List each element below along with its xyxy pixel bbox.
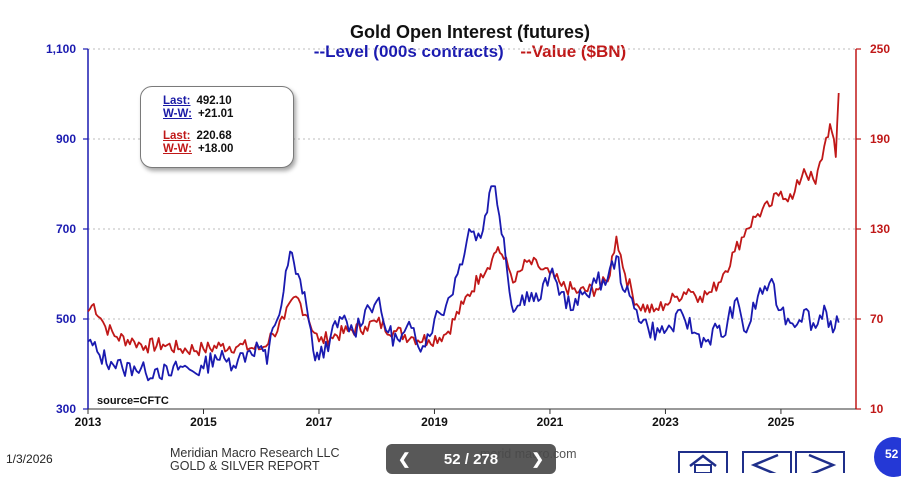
home-icon (689, 454, 717, 474)
prev-page-icon[interactable]: ❮ (398, 451, 411, 468)
subtitle-level: --Level (000s contracts) (314, 42, 504, 61)
right-arrow-icon (808, 453, 837, 477)
series-lines (87, 92, 840, 382)
left-tick-label: 500 (56, 312, 76, 326)
page-navigator: ❮ 52 / 278 ❯ (386, 444, 556, 474)
footer-company: Meridian Macro Research LLC GOLD & SILVE… (170, 447, 340, 473)
legend-value-last: Last: 220.68 (163, 130, 232, 142)
right-tick-label: 250 (870, 42, 890, 56)
right-tick-label: 70 (870, 312, 884, 326)
subtitle-value: --Value ($BN) (520, 42, 626, 61)
company-name: Meridian Macro Research LLC (170, 446, 340, 460)
x-tick-label: 2025 (768, 415, 795, 429)
page-indicator: 52 / 278 (443, 450, 499, 468)
value-series-line (87, 92, 840, 357)
footer-date: 1/3/2026 (6, 452, 53, 466)
legend-level-last: Last: 492.10 (163, 95, 232, 107)
x-tick-label: 2021 (537, 415, 564, 429)
x-tick-label: 2015 (190, 415, 217, 429)
legend-value-ww: W-W: +18.00 (163, 143, 234, 155)
right-tick-label: 190 (870, 132, 890, 146)
report-name: GOLD & SILVER REPORT (170, 459, 320, 473)
x-tick-label: 2013 (75, 415, 102, 429)
left-tick-label: 700 (56, 222, 76, 236)
prev-slide-button[interactable] (742, 451, 792, 477)
next-slide-button[interactable] (795, 451, 845, 477)
x-tick-label: 2017 (306, 415, 333, 429)
level-series-line (87, 185, 840, 382)
x-tick-label: 2019 (421, 415, 448, 429)
left-tick-label: 300 (56, 402, 76, 416)
source-note: source=CFTC (97, 395, 169, 407)
right-tick-label: 10 (870, 402, 884, 416)
chart-subtitle: --Level (000s contracts) --Value ($BN) (314, 42, 626, 61)
x-tick-label: 2023 (652, 415, 679, 429)
right-tick-label: 130 (870, 222, 890, 236)
legend-level-ww: W-W: +21.01 (163, 108, 234, 120)
chart-title: Gold Open Interest (futures) (350, 22, 590, 42)
left-tick-label: 1,100 (46, 42, 76, 56)
next-page-icon[interactable]: ❯ (531, 451, 544, 468)
left-tick-label: 900 (56, 132, 76, 146)
left-arrow-icon (750, 453, 779, 477)
home-button[interactable] (678, 451, 728, 474)
slide-number-badge: 52 (874, 437, 901, 477)
last-value-legend: Last: 492.10 W-W: +21.01 Last: 220.68 W-W: +… (140, 86, 294, 168)
axes: 300 500 700 900 1,100 10 70 130 190 250 2013 2015 20… (46, 42, 890, 429)
